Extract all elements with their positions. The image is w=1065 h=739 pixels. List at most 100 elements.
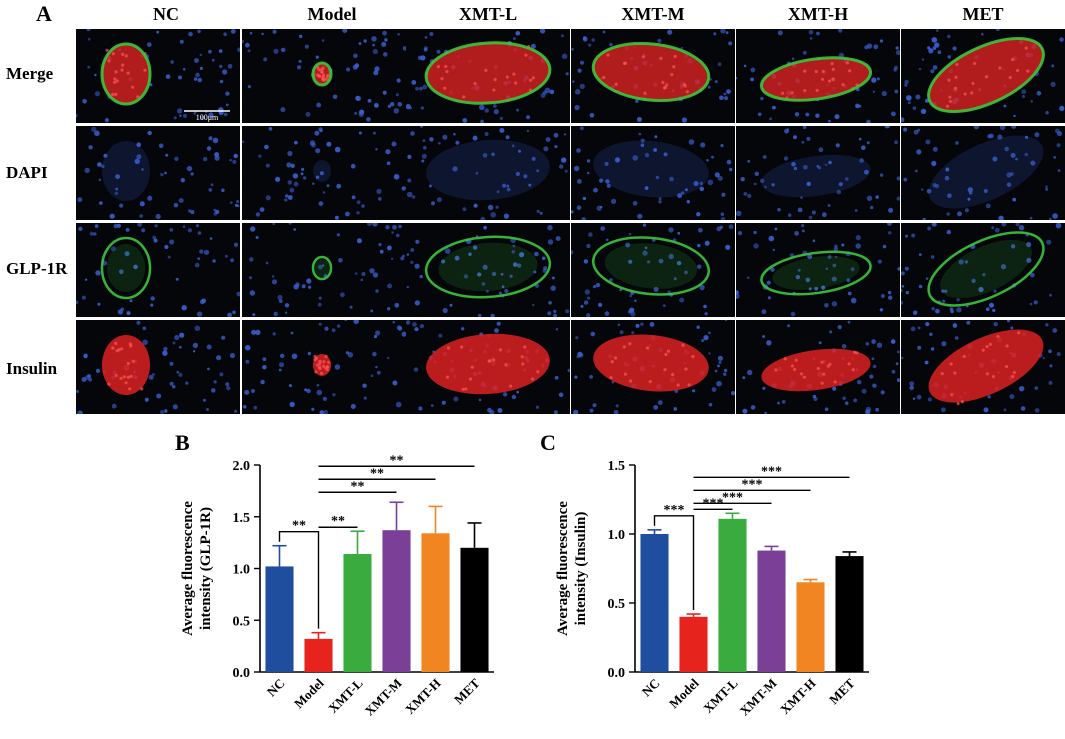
micrograph-dapi-met: [901, 126, 1065, 220]
y-axis-label: Average fluorescence intensity (GLP-1R): [180, 501, 214, 636]
bar-chart-insulin: 0.0 0.5 1.0 1.5 Average fluorescence intensit…: [555, 459, 869, 719]
x-tick-label: MET: [451, 675, 483, 707]
x-tick-label: XMT-L: [700, 675, 741, 716]
micrograph-dapi-model: [242, 126, 406, 220]
micrograph-merge-xmt-l: [406, 29, 570, 123]
x-tick-label: XMT-H: [402, 676, 443, 717]
y-tick-label: 0.5: [233, 614, 251, 629]
micrograph-insulin-xmt-h: [736, 320, 900, 414]
bar-chart-glp1r: 0.0 0.5 1.0 1.5 2.0 Average fluorescence inten…: [180, 453, 494, 719]
significance-bracket: ***: [693, 490, 772, 505]
bar-nc: [640, 534, 669, 672]
error-bar-model: [686, 613, 701, 617]
bar-met: [460, 547, 489, 672]
panel-letter-a: A: [36, 1, 52, 26]
micrograph-glp1r-xmt-m: [571, 223, 735, 317]
micrograph-insulin-model: [242, 320, 406, 414]
micrograph-insulin-xmt-m: [571, 320, 735, 414]
error-bar-xmt-h: [803, 578, 818, 583]
bar-xmt-l: [343, 554, 372, 672]
micrograph-glp1r-xmt-l: [406, 223, 570, 317]
column-label-xmt-m: XMT-M: [621, 4, 685, 24]
svg-text:***: ***: [761, 464, 782, 479]
column-label-model: Model: [307, 4, 357, 24]
y-tick-label: 2.0: [233, 459, 251, 474]
significance-bracket: **: [318, 453, 475, 468]
bar-model: [679, 616, 708, 672]
error-bar-xmt-l: [725, 512, 740, 519]
bar-model: [304, 638, 333, 672]
micrograph-insulin-met: [901, 320, 1065, 414]
column-label-xmt-l: XMT-L: [458, 4, 518, 24]
row-label-merge: Merge: [6, 64, 54, 83]
y-tick-label: 1.0: [608, 528, 626, 543]
y-tick-label: 1.0: [233, 563, 251, 578]
row-label-insulin: Insulin: [6, 359, 58, 378]
svg-text:***: ***: [722, 490, 743, 505]
error-bar-nc: [272, 544, 287, 567]
error-bar-xmt-h: [428, 505, 443, 534]
significance-bracket: **: [318, 479, 397, 494]
bar-xmt-m: [757, 550, 786, 672]
x-tick-label: Model: [666, 675, 702, 711]
micrograph-dapi-xmt-m: [571, 126, 735, 220]
svg-text:**: **: [331, 514, 345, 529]
y-tick-label: 0.5: [608, 597, 626, 612]
column-label-nc: NC: [153, 4, 179, 24]
x-tick-label: XMT-M: [362, 676, 405, 719]
svg-text:**: **: [292, 519, 306, 534]
significance-bracket: **: [318, 466, 436, 481]
error-bar-xmt-m: [389, 501, 404, 531]
svg-text:**: **: [390, 453, 404, 468]
micrograph-insulin-xmt-l: [406, 320, 570, 414]
significance-bracket: **: [278, 519, 320, 629]
micrograph-merge-model: [242, 29, 406, 123]
micrograph-merge-xmt-h: [736, 29, 900, 123]
bar-xmt-l: [718, 518, 747, 672]
y-axis-label: Average fluorescence intensity (Insulin): [555, 501, 589, 636]
y-tick-label: 1.5: [608, 459, 626, 474]
row-label-dapi: DAPI: [6, 163, 48, 182]
significance-bracket: ***: [693, 464, 850, 479]
x-tick-label: XMT-M: [737, 676, 780, 719]
micrograph-glp1r-model: [242, 223, 406, 317]
micrograph-glp1r-xmt-h: [736, 223, 900, 317]
micrograph-merge-xmt-m: [571, 29, 735, 123]
y-tick-label: 0.0: [233, 666, 251, 681]
svg-text:***: ***: [664, 503, 685, 518]
x-tick-label: MET: [826, 675, 858, 707]
error-bar-xmt-m: [764, 545, 779, 551]
significance-bracket: ***: [653, 503, 695, 611]
significance-bracket: ***: [693, 477, 811, 492]
micrograph-merge-met: [901, 29, 1065, 123]
bar-xmt-m: [382, 530, 411, 672]
row-label-glp1r: GLP-1R: [6, 259, 68, 278]
svg-text:***: ***: [742, 477, 763, 492]
micrograph-glp1r-nc: [76, 223, 240, 317]
micrograph-dapi-xmt-h: [736, 126, 900, 220]
x-tick-label: NC: [264, 676, 288, 700]
y-tick-label: 1.5: [233, 511, 251, 526]
micrograph-merge-nc: 100μm: [76, 29, 240, 123]
svg-text:**: **: [370, 466, 384, 481]
significance-bracket: **: [318, 514, 358, 529]
scale-bar-label: 100μm: [196, 113, 219, 122]
column-label-met: MET: [962, 4, 1004, 24]
micrograph-insulin-nc: [76, 320, 240, 414]
bar-met: [835, 556, 864, 672]
svg-text:**: **: [351, 479, 365, 494]
x-tick-label: XMT-H: [777, 676, 818, 717]
bar-xmt-h: [421, 533, 450, 672]
x-tick-label: Model: [291, 675, 327, 711]
micrograph-dapi-nc: [76, 126, 240, 220]
x-tick-label: NC: [639, 676, 663, 700]
y-tick-label: 0.0: [608, 666, 626, 681]
bar-nc: [265, 566, 294, 672]
error-bar-met: [842, 551, 857, 557]
column-label-xmt-h: XMT-H: [787, 4, 849, 24]
error-bar-met: [467, 522, 482, 548]
micrograph-glp1r-met: [901, 223, 1065, 317]
x-tick-label: XMT-L: [325, 675, 366, 716]
error-bar-nc: [647, 529, 662, 534]
panel-letter-c: C: [540, 430, 556, 455]
